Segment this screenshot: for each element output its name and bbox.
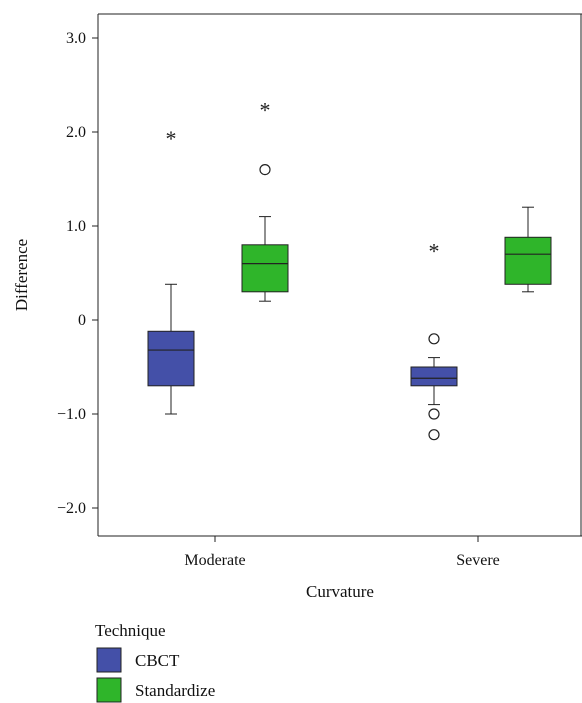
box-iqr [504, 236, 552, 285]
box-cbct-moderate: * [147, 126, 195, 415]
outlier-point [428, 429, 440, 441]
outlier-point [428, 333, 440, 345]
y-tick-label: 0 [78, 312, 86, 329]
box-cbct-severe: * [410, 239, 458, 441]
extreme-point: * [260, 98, 271, 123]
boxes: * * * [147, 98, 552, 441]
y-tick-label: 3.0 [66, 30, 86, 47]
legend: Technique CBCT Standardize [95, 621, 215, 703]
y-tick-label: −1.0 [57, 406, 86, 423]
y-tick-label: −2.0 [57, 500, 86, 517]
x-tick-label: Moderate [184, 552, 245, 569]
box-iqr [147, 330, 195, 387]
legend-title: Technique [95, 621, 166, 640]
box-standardize-severe [504, 206, 552, 293]
legend-swatch-standardize [96, 677, 122, 703]
outlier-point [259, 164, 271, 176]
box-iqr [410, 366, 458, 387]
extreme-point: * [166, 126, 177, 151]
y-axis-ticks: 3.0 2.0 1.0 0 −1.0 −2.0 [57, 30, 98, 517]
y-tick-label: 1.0 [66, 218, 86, 235]
legend-label-cbct: CBCT [135, 651, 180, 670]
extreme-point: * [429, 239, 440, 264]
legend-label-standardize: Standardize [135, 681, 215, 700]
box-standardize-moderate: * [241, 98, 289, 302]
x-axis-ticks: Moderate Severe [184, 536, 500, 569]
y-axis-title: Difference [12, 239, 31, 311]
outlier-point [428, 408, 440, 420]
legend-swatch-cbct [96, 647, 122, 673]
x-axis-title: Curvature [306, 582, 374, 601]
axes [97, 13, 582, 537]
x-tick-label: Severe [456, 552, 500, 569]
box-iqr [241, 244, 289, 293]
y-tick-label: 2.0 [66, 124, 86, 141]
